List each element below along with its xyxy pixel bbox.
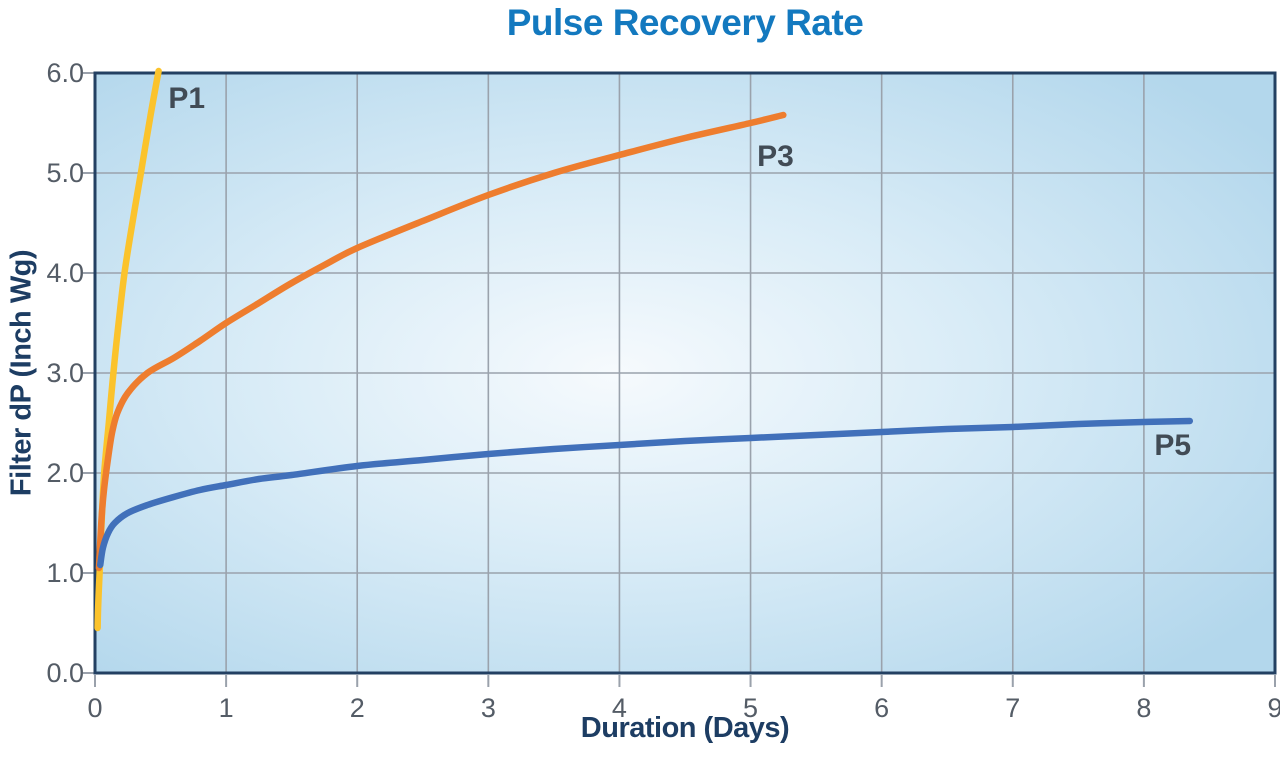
y-axis-title: Filter dP (Inch Wg) xyxy=(5,249,38,497)
y-tick-label: 6.0 xyxy=(46,58,84,88)
x-tick-label: 4 xyxy=(612,693,627,723)
x-tick-label: 7 xyxy=(1005,693,1020,723)
chart-title: Pulse Recovery Rate xyxy=(506,2,864,43)
y-tick-label: 3.0 xyxy=(46,358,84,388)
series-label-P5: P5 xyxy=(1154,429,1191,462)
y-tick-label: 4.0 xyxy=(46,258,84,288)
series-line-P5 xyxy=(96,417,1194,569)
y-tick-label: 2.0 xyxy=(46,458,84,488)
y-tick-label: 0.0 xyxy=(46,658,84,688)
plot-border xyxy=(93,71,1277,675)
x-tick-label: 1 xyxy=(219,693,234,723)
x-tick-label: 6 xyxy=(874,693,889,723)
x-tick-label: 5 xyxy=(743,693,758,723)
series-line-P1 xyxy=(94,67,162,632)
x-tick-label: 9 xyxy=(1267,693,1280,723)
x-tick-label: 2 xyxy=(350,693,365,723)
x-tick-label: 8 xyxy=(1136,693,1151,723)
y-tick-label: 1.0 xyxy=(46,558,84,588)
series-label-P1: P1 xyxy=(168,82,205,115)
x-axis-title: Duration (Days) xyxy=(580,712,790,744)
series-label-P3: P3 xyxy=(757,140,794,173)
x-tick-label: 3 xyxy=(481,693,496,723)
series-line-P3 xyxy=(95,111,787,572)
x-tick-label: 0 xyxy=(87,693,102,723)
y-tick-label: 5.0 xyxy=(46,158,84,188)
